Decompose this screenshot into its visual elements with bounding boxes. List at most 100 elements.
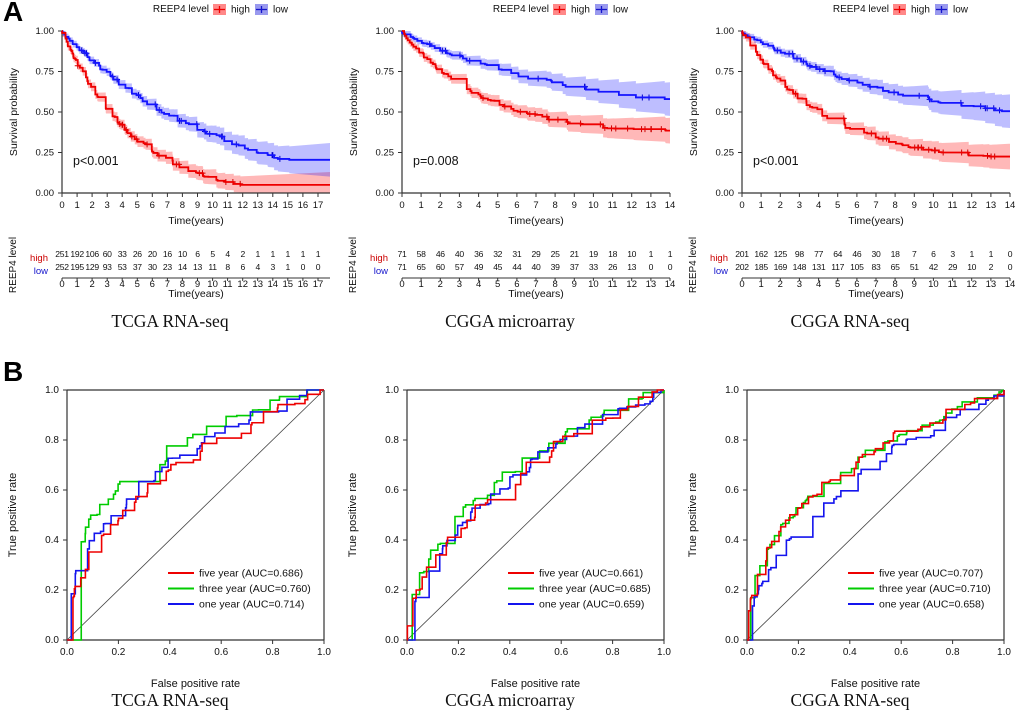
svg-text:low: low (613, 5, 629, 16)
svg-text:0.8: 0.8 (266, 647, 280, 658)
svg-text:1: 1 (286, 249, 291, 259)
svg-text:high: high (571, 5, 590, 16)
svg-text:0.50: 0.50 (36, 107, 55, 118)
svg-text:REEP4 level: REEP4 level (348, 237, 359, 293)
svg-text:five year (AUC=0.707): five year (AUC=0.707) (879, 568, 983, 580)
svg-text:71: 71 (398, 249, 407, 259)
svg-text:2: 2 (438, 200, 443, 211)
svg-text:1: 1 (649, 249, 654, 259)
svg-text:131: 131 (812, 262, 826, 272)
svg-text:106: 106 (85, 249, 99, 259)
svg-text:32: 32 (493, 249, 502, 259)
svg-text:21: 21 (570, 249, 579, 259)
svg-text:37: 37 (133, 262, 142, 272)
svg-text:13: 13 (252, 279, 263, 290)
svg-text:10: 10 (207, 200, 218, 211)
svg-text:195: 195 (70, 262, 84, 272)
svg-text:0.2: 0.2 (451, 647, 465, 658)
svg-text:0.2: 0.2 (385, 585, 399, 596)
svg-text:201: 201 (735, 249, 749, 259)
svg-text:Survival probability: Survival probability (8, 67, 20, 156)
svg-text:0: 0 (649, 262, 654, 272)
svg-text:2: 2 (989, 262, 994, 272)
svg-text:0: 0 (739, 279, 744, 290)
svg-text:4: 4 (120, 279, 125, 290)
svg-text:10: 10 (178, 249, 187, 259)
svg-text:29: 29 (532, 249, 541, 259)
svg-text:0.8: 0.8 (606, 647, 620, 658)
svg-text:REEP4 level: REEP4 level (8, 237, 19, 293)
svg-text:0.8: 0.8 (946, 647, 960, 658)
svg-text:True positive rate: True positive rate (7, 473, 19, 558)
svg-text:0.0: 0.0 (740, 647, 754, 658)
svg-text:1.00: 1.00 (716, 26, 735, 37)
svg-text:1: 1 (316, 249, 321, 259)
svg-text:33: 33 (589, 262, 598, 272)
svg-text:0.0: 0.0 (45, 635, 59, 646)
svg-text:0.4: 0.4 (45, 535, 59, 546)
svg-text:51: 51 (910, 262, 919, 272)
svg-text:1: 1 (271, 249, 276, 259)
svg-text:REEP4 level: REEP4 level (688, 237, 699, 293)
svg-text:7: 7 (165, 200, 170, 211)
svg-text:0.4: 0.4 (843, 647, 857, 658)
svg-text:5: 5 (210, 249, 215, 259)
svg-text:1: 1 (969, 249, 974, 259)
svg-text:p=0.008: p=0.008 (413, 154, 459, 168)
svg-text:10: 10 (627, 249, 636, 259)
svg-text:64: 64 (833, 249, 842, 259)
svg-text:REEP4 level: REEP4 level (833, 4, 889, 15)
svg-text:0.4: 0.4 (725, 535, 739, 546)
svg-text:5: 5 (835, 279, 840, 290)
svg-text:1.00: 1.00 (36, 26, 55, 37)
svg-text:high: high (30, 253, 48, 264)
svg-text:15: 15 (283, 200, 294, 211)
svg-text:0.4: 0.4 (385, 535, 399, 546)
svg-text:202: 202 (735, 262, 749, 272)
svg-text:77: 77 (814, 249, 823, 259)
svg-text:low: low (953, 5, 969, 16)
svg-text:14: 14 (268, 200, 279, 211)
svg-text:7: 7 (912, 249, 917, 259)
svg-text:0: 0 (739, 200, 744, 211)
svg-text:6: 6 (150, 200, 155, 211)
svg-text:five year (AUC=0.686): five year (AUC=0.686) (199, 568, 303, 580)
svg-text:9: 9 (195, 200, 200, 211)
svg-text:True positive rate: True positive rate (347, 473, 359, 558)
svg-text:58: 58 (417, 249, 426, 259)
svg-text:1: 1 (286, 262, 291, 272)
svg-text:251: 251 (55, 249, 69, 259)
svg-text:18: 18 (608, 249, 617, 259)
svg-text:18: 18 (891, 249, 900, 259)
svg-text:1: 1 (255, 249, 260, 259)
svg-text:1.0: 1.0 (317, 647, 331, 658)
svg-text:0.2: 0.2 (111, 647, 125, 658)
svg-text:three year (AUC=0.760): three year (AUC=0.760) (199, 583, 311, 595)
svg-text:Time(years): Time(years) (168, 288, 224, 300)
svg-text:12: 12 (966, 200, 977, 211)
svg-text:1: 1 (758, 200, 763, 211)
svg-text:3: 3 (457, 200, 462, 211)
svg-text:185: 185 (754, 262, 768, 272)
svg-text:6: 6 (514, 200, 519, 211)
svg-text:14: 14 (268, 279, 279, 290)
svg-text:1: 1 (758, 279, 763, 290)
svg-text:44: 44 (512, 262, 521, 272)
svg-text:10: 10 (967, 262, 976, 272)
svg-text:3: 3 (950, 249, 955, 259)
svg-text:5: 5 (135, 279, 140, 290)
svg-text:low: low (273, 5, 289, 16)
svg-text:192: 192 (70, 249, 84, 259)
svg-text:6: 6 (150, 279, 155, 290)
svg-text:0.4: 0.4 (503, 647, 517, 658)
svg-text:12: 12 (626, 279, 637, 290)
svg-text:high: high (231, 5, 250, 16)
svg-text:14: 14 (1005, 279, 1016, 290)
svg-text:4: 4 (816, 279, 821, 290)
svg-text:REEP4 level: REEP4 level (153, 4, 209, 15)
svg-text:0.50: 0.50 (716, 107, 735, 118)
svg-text:5: 5 (495, 200, 500, 211)
svg-text:8: 8 (892, 200, 897, 211)
svg-text:0.4: 0.4 (163, 647, 177, 658)
svg-text:0.8: 0.8 (385, 435, 399, 446)
